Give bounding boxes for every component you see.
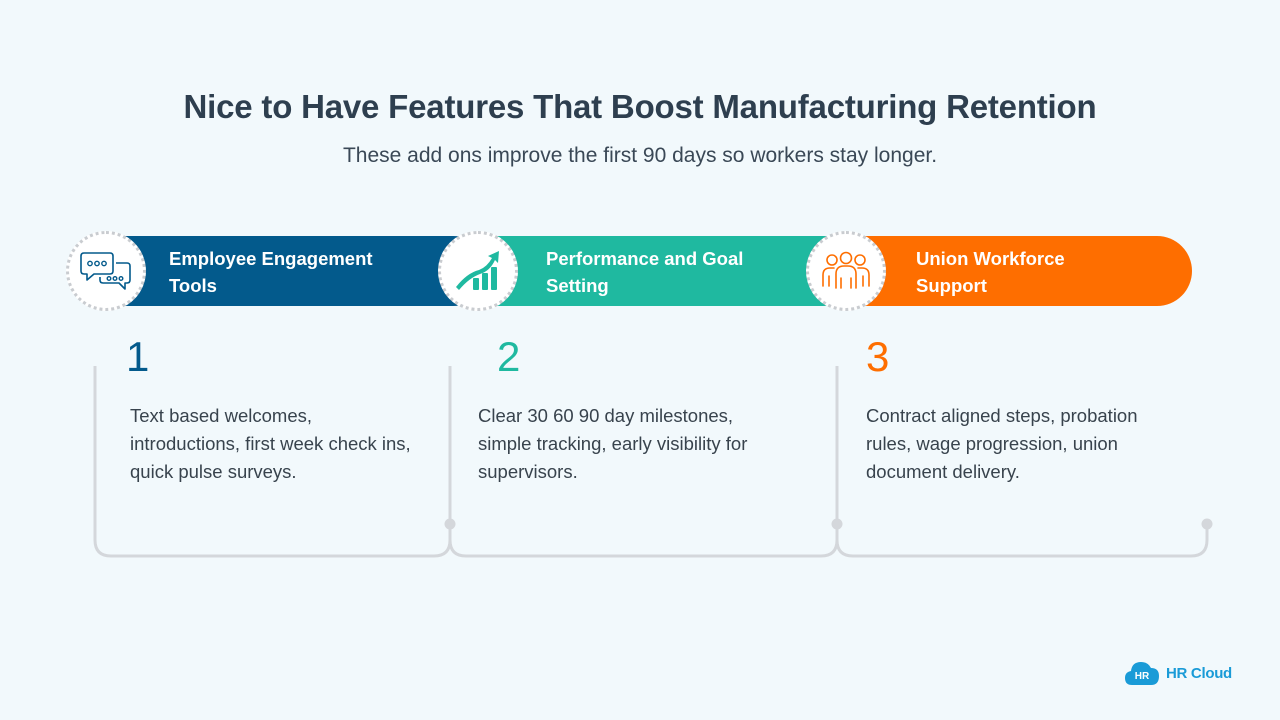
step-3-number: 3 bbox=[866, 333, 890, 380]
step-1-number: 1 bbox=[126, 333, 150, 380]
step-1-icon-circle bbox=[66, 231, 146, 311]
step-3-banner: Union Workforce Support bbox=[836, 236, 1192, 306]
connector-dot bbox=[444, 518, 456, 530]
step-2-icon-circle bbox=[438, 231, 518, 311]
step-2-label-line2: Setting bbox=[546, 275, 609, 296]
chat-bubbles-icon bbox=[80, 252, 131, 290]
connector-dot bbox=[831, 518, 843, 530]
step-3-description: Contract aligned steps, probation rules,… bbox=[866, 405, 1138, 482]
step-1-label-line1: Employee Engagement bbox=[169, 248, 373, 269]
step-1-description: Text based welcomes, introductions, firs… bbox=[130, 405, 411, 482]
step-2-description: Clear 30 60 90 day milestones, simple tr… bbox=[478, 405, 748, 482]
step-2-label-line1: Performance and Goal bbox=[546, 248, 744, 269]
step-3-label-line1: Union Workforce bbox=[916, 248, 1065, 269]
step-1-label-line2: Tools bbox=[169, 275, 217, 296]
step-3-label-line2: Support bbox=[916, 275, 987, 296]
logo-badge: HR bbox=[1135, 671, 1150, 682]
logo-text: HR Cloud bbox=[1166, 664, 1232, 682]
step-3-icon-circle bbox=[806, 231, 886, 311]
step-2-number: 2 bbox=[497, 333, 521, 380]
growth-chart-icon bbox=[456, 251, 499, 290]
step-1-banner: Employee Engagement Tools bbox=[96, 236, 488, 306]
group-people-icon bbox=[822, 251, 870, 289]
connector-dot bbox=[1201, 518, 1213, 530]
page-title: Nice to Have Features That Boost Manufac… bbox=[183, 88, 1097, 125]
hr-cloud-logo: HR HR Cloud bbox=[1124, 658, 1232, 688]
step-2-banner: Performance and Goal Setting bbox=[466, 236, 858, 306]
cloud-icon: HR bbox=[1125, 662, 1159, 685]
page-subtitle: These add ons improve the first 90 days … bbox=[342, 144, 938, 167]
